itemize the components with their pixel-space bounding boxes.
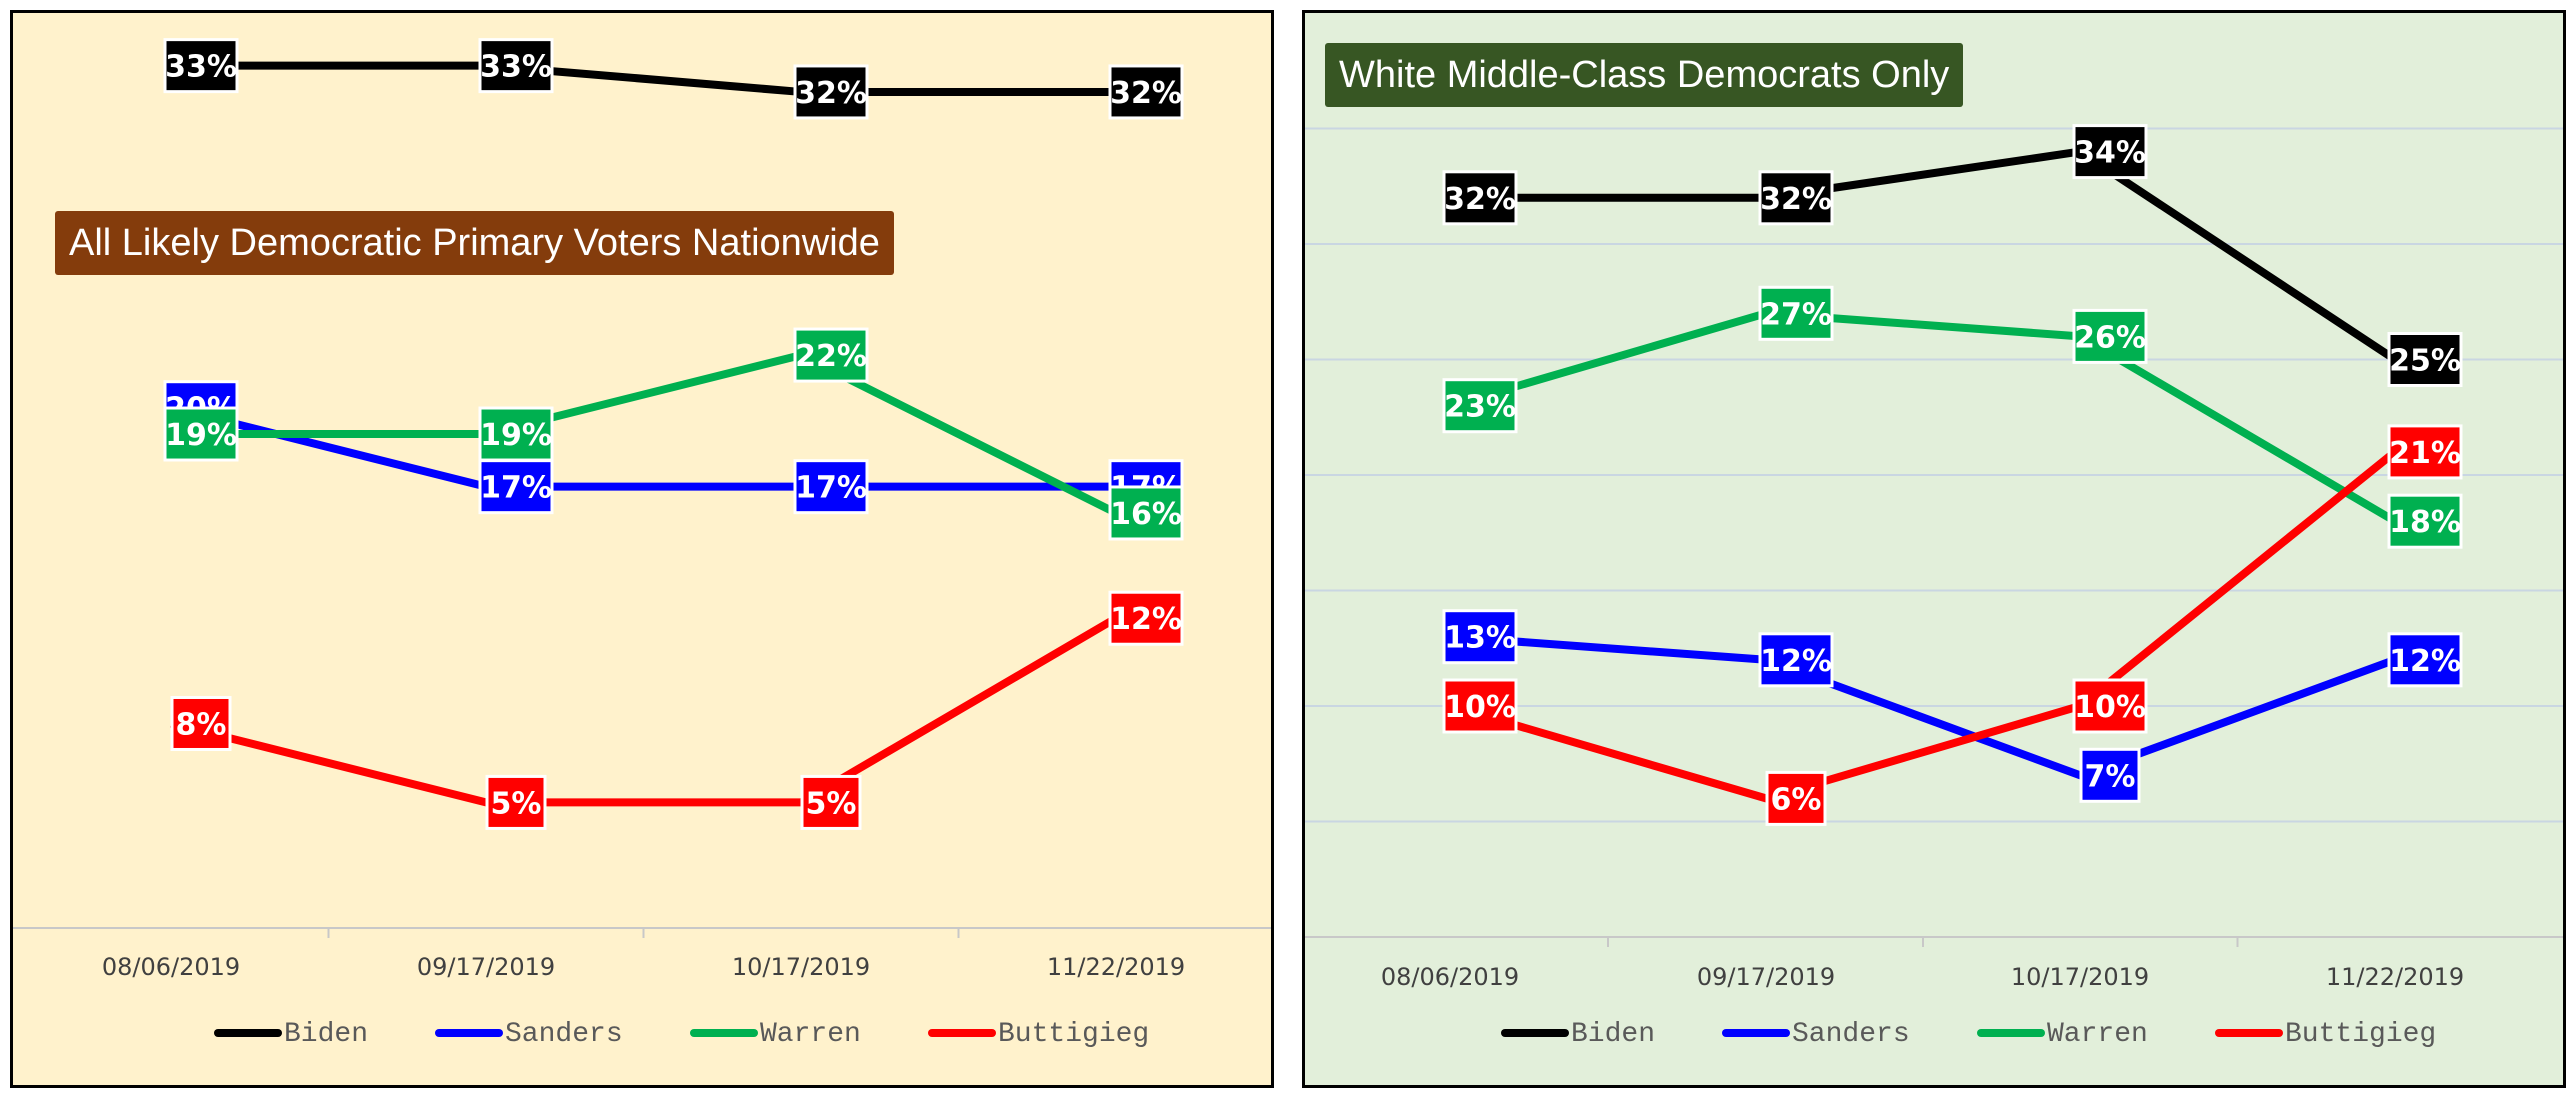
data-label-text: 8%: [176, 707, 227, 742]
series-line-buttigieg: [1448, 448, 2398, 803]
data-label-buttigieg: 6%: [1765, 770, 1827, 826]
x-tick-label: 11/22/2019: [1047, 953, 1185, 981]
data-label-text: 7%: [2085, 759, 2136, 794]
x-tick-label: 08/06/2019: [102, 953, 240, 981]
data-label-sanders: 7%: [2079, 747, 2141, 803]
data-label-text: 12%: [1110, 602, 1182, 637]
data-label-sanders: 13%: [1442, 609, 1518, 665]
data-label-text: 25%: [2389, 344, 2461, 379]
data-label-text: 32%: [1760, 182, 1832, 217]
data-label-text: 22%: [795, 339, 867, 374]
data-label-warren: 27%: [1758, 285, 1834, 341]
x-tick-label: 09/17/2019: [417, 953, 555, 981]
x-tick-label: 10/17/2019: [732, 953, 870, 981]
data-label-text: 10%: [1444, 690, 1516, 725]
legend-label: Warren: [2047, 1019, 2148, 1050]
data-label-text: 16%: [1110, 497, 1182, 532]
data-label-text: 17%: [480, 471, 552, 506]
series-line-biden: [171, 61, 1116, 96]
data-label-biden: 33%: [163, 38, 239, 94]
data-label-warren: 23%: [1442, 378, 1518, 434]
legend-item-sanders: Sanders: [435, 1019, 623, 1050]
data-label-buttigieg: 12%: [1108, 590, 1184, 646]
data-label-biden: 32%: [793, 64, 869, 120]
plot-background: [13, 13, 1271, 1085]
data-label-text: 32%: [1444, 182, 1516, 217]
legend-label: Sanders: [1792, 1019, 1910, 1050]
series-line-biden: [1450, 147, 2398, 363]
data-label-warren: 26%: [2072, 308, 2148, 364]
data-label-buttigieg: 21%: [2387, 424, 2463, 480]
legend-item-warren: Warren: [690, 1019, 861, 1050]
data-label-text: 10%: [2074, 690, 2146, 725]
chart-title: All Likely Democratic Primary Voters Nat…: [55, 211, 894, 275]
data-label-buttigieg: 10%: [2072, 678, 2148, 734]
series-line-sanders: [1449, 632, 2397, 780]
data-label-text: 19%: [165, 418, 237, 453]
x-tick-label: 09/17/2019: [1697, 963, 1835, 991]
legend-item-biden: Biden: [214, 1019, 368, 1050]
data-label-text: 26%: [2074, 320, 2146, 355]
legend-label: Buttigieg: [998, 1019, 1149, 1050]
data-label-biden: 32%: [1442, 170, 1518, 226]
data-label-biden: 34%: [2072, 124, 2148, 180]
data-label-text: 17%: [795, 471, 867, 506]
data-label-warren: 16%: [1108, 485, 1184, 541]
data-label-text: 33%: [480, 50, 552, 85]
data-label-text: 12%: [2389, 644, 2461, 679]
chart-panel-white-middle-class: 08/06/2019 09/17/2019 10/17/2019 11/22/2019…: [1302, 10, 2566, 1088]
data-label-text: 6%: [1771, 782, 1822, 817]
chart-title: White Middle-Class Democrats Only: [1325, 43, 1964, 107]
legend-label: Biden: [284, 1019, 368, 1050]
series-line-sanders: [170, 403, 1116, 491]
data-label-text: 23%: [1444, 390, 1516, 425]
data-label-biden: 32%: [1758, 170, 1834, 226]
data-label-text: 12%: [1760, 644, 1832, 679]
legend-label: Sanders: [505, 1019, 623, 1050]
data-label-text: 5%: [491, 786, 542, 821]
legend-item-warren: Warren: [1977, 1019, 2148, 1050]
legend-label: Biden: [1571, 1019, 1655, 1050]
x-tick-label: 08/06/2019: [1381, 963, 1519, 991]
data-label-text: 32%: [795, 76, 867, 111]
data-label-sanders: 17%: [793, 459, 869, 515]
x-tick-label: 10/17/2019: [2011, 963, 2149, 991]
legend-item-sanders: Sanders: [1722, 1019, 1910, 1050]
x-tick-label: 11/22/2019: [2326, 963, 2464, 991]
data-label-text: 34%: [2074, 136, 2146, 171]
chart-svg-white-middle-class: 08/06/2019 09/17/2019 10/17/2019 11/22/2019…: [1305, 13, 2563, 1085]
data-label-text: 13%: [1444, 621, 1516, 656]
legend-item-biden: Biden: [1501, 1019, 1655, 1050]
data-label-biden: 25%: [2387, 332, 2463, 387]
data-label-text: 27%: [1760, 297, 1832, 332]
data-label-buttigieg: 10%: [1442, 678, 1518, 734]
data-label-text: 5%: [806, 786, 857, 821]
chart-svg-all-voters: 08/06/2019 09/17/2019 10/17/2019 11/22/2019…: [13, 13, 1271, 1085]
data-label-warren: 19%: [163, 406, 239, 462]
data-label-biden: 32%: [1108, 64, 1184, 120]
data-label-warren: 19%: [478, 406, 554, 462]
series-line-buttigieg: [170, 614, 1119, 807]
series-line-warren: [1448, 309, 2398, 525]
legend-label: Warren: [760, 1019, 861, 1050]
data-label-warren: 22%: [793, 327, 869, 383]
data-label-text: 18%: [2389, 505, 2461, 540]
data-label-sanders: 17%: [478, 459, 554, 515]
chart-panel-all-voters: 08/06/2019 09/17/2019 10/17/2019 11/22/2019…: [10, 10, 1274, 1088]
data-label-text: 32%: [1110, 76, 1182, 111]
data-label-buttigieg: 5%: [485, 774, 547, 830]
data-label-sanders: 12%: [2387, 632, 2463, 688]
data-label-warren: 18%: [2387, 493, 2463, 549]
data-label-sanders: 12%: [1758, 632, 1834, 688]
legend-label: Buttigieg: [2285, 1019, 2436, 1050]
data-label-biden: 33%: [478, 38, 554, 94]
legend-item-buttigieg: Buttigieg: [2215, 1019, 2436, 1050]
data-label-buttigieg: 5%: [800, 774, 862, 830]
data-label-text: 33%: [165, 50, 237, 85]
data-label-text: 19%: [480, 418, 552, 453]
data-label-buttigieg: 8%: [170, 695, 232, 751]
data-label-text: 21%: [2389, 436, 2461, 471]
series-line-warren: [171, 351, 1118, 517]
legend-item-buttigieg: Buttigieg: [928, 1019, 1149, 1050]
